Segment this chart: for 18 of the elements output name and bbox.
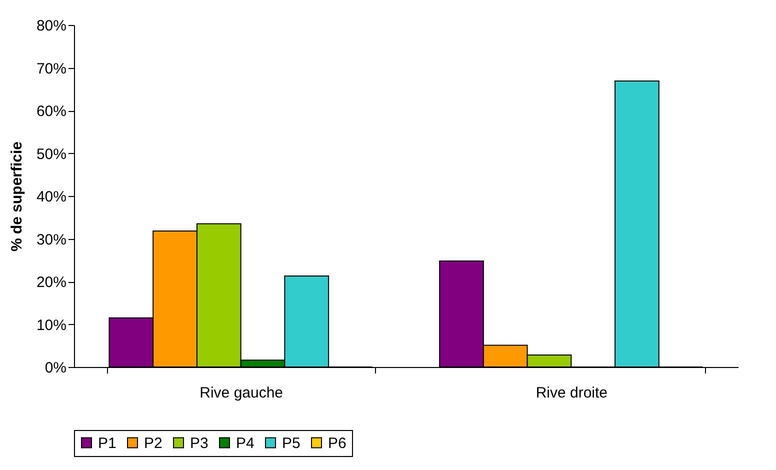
y-tick-label: 50% (36, 146, 66, 163)
y-tick-label: 10% (36, 316, 66, 334)
legend-label: P6 (328, 434, 346, 452)
legend-label: P4 (236, 434, 254, 452)
x-tick-label: Rive gauche (200, 384, 284, 402)
x-tick-label: Rive droite (536, 384, 608, 402)
y-tick-label: 40% (36, 188, 66, 206)
legend-label: P2 (144, 434, 162, 452)
legend-label: P1 (98, 434, 116, 452)
y-tick-label: 60% (36, 103, 66, 120)
y-axis-title: % de superficie (8, 141, 26, 252)
y-tick-label: 0% (44, 360, 66, 376)
y-tick-label: 30% (36, 231, 66, 248)
y-tick-label: 80% (36, 18, 66, 34)
legend-label: P3 (190, 434, 208, 452)
y-tick-label: 20% (36, 274, 66, 291)
legend-label: P5 (282, 434, 300, 452)
y-tick-label: 70% (36, 60, 66, 78)
